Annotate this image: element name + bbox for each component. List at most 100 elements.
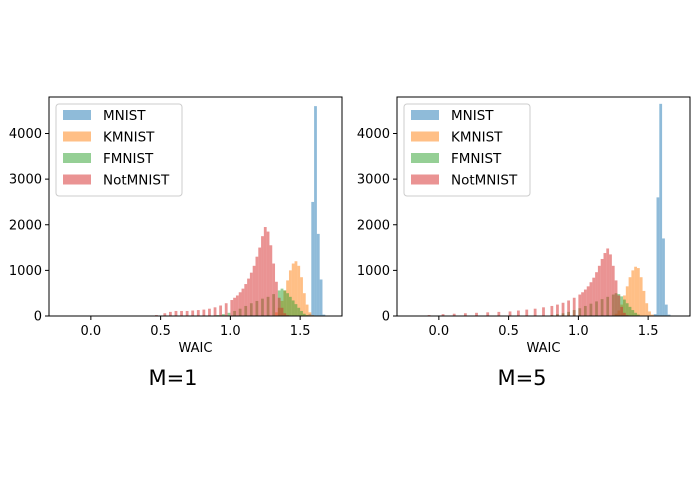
x-tick-label: 1.5 bbox=[290, 324, 311, 339]
caption-m1: M=1 bbox=[148, 366, 197, 390]
histogram-bar bbox=[634, 266, 637, 316]
histogram-bar bbox=[227, 312, 231, 316]
y-axis-ticks-m1: 0 1000 2000 3000 4000 bbox=[9, 127, 49, 325]
histogram-bar bbox=[235, 295, 239, 316]
histogram-bar bbox=[581, 292, 584, 316]
legend-swatch-fmnist bbox=[63, 153, 91, 163]
histogram-bar bbox=[572, 297, 576, 316]
histogram-bar bbox=[291, 263, 295, 316]
histogram-bar bbox=[441, 314, 445, 316]
legend-swatch-mnist bbox=[411, 110, 439, 120]
legend-label-notmnist: NotMNIST bbox=[103, 173, 170, 189]
histogram-bar bbox=[550, 305, 554, 316]
histogram-bar bbox=[659, 103, 663, 316]
histogram-bar bbox=[620, 296, 624, 316]
histogram-bar bbox=[592, 277, 596, 316]
histogram-bar bbox=[648, 311, 651, 316]
histogram-bar bbox=[208, 308, 211, 316]
legend-box bbox=[55, 103, 183, 197]
histogram-bar bbox=[634, 312, 637, 316]
histogram-bar bbox=[252, 265, 256, 316]
histogram-bar bbox=[600, 258, 604, 316]
histogram-bar bbox=[302, 293, 306, 316]
histogram-bar bbox=[625, 303, 629, 316]
legend-swatch-kmnist bbox=[63, 131, 91, 142]
histogram-bar bbox=[280, 288, 284, 317]
y-tick-label: 1000 bbox=[357, 264, 390, 279]
legend-label-kmnist: KMNIST bbox=[451, 130, 503, 146]
histogram-bar bbox=[625, 286, 629, 316]
histogram-bar bbox=[463, 313, 467, 316]
y-tick-label: 2000 bbox=[9, 218, 42, 233]
legend-label-fmnist: FMNIST bbox=[103, 151, 154, 167]
histogram-bar bbox=[196, 310, 200, 316]
histogram-bar bbox=[163, 313, 167, 316]
y-tick-label: 4000 bbox=[357, 127, 390, 142]
histogram-bar bbox=[213, 307, 217, 316]
x-tick-label: 0.0 bbox=[81, 324, 102, 339]
histogram-bar bbox=[202, 309, 206, 316]
legend-m1: MNIST KMNIST FMNIST NotMNIST bbox=[55, 103, 183, 197]
histogram-bar bbox=[300, 277, 303, 316]
legend-swatch-notmnist bbox=[411, 174, 439, 185]
histogram-bar bbox=[542, 307, 545, 316]
legend-label-fmnist: FMNIST bbox=[451, 151, 502, 167]
histogram-bar bbox=[486, 312, 490, 316]
histogram-bar bbox=[297, 307, 301, 316]
legend-swatch-mnist bbox=[63, 110, 91, 120]
histogram-bar bbox=[497, 311, 501, 316]
histogram-bar bbox=[589, 282, 593, 316]
y-tick-label: 4000 bbox=[9, 127, 42, 142]
histogram-bars-m5 bbox=[427, 103, 671, 317]
series-mnist bbox=[653, 103, 671, 317]
legend-swatch-kmnist bbox=[411, 131, 439, 142]
histogram-bar bbox=[288, 296, 292, 316]
histogram-bar bbox=[631, 310, 635, 316]
histogram-bar bbox=[311, 201, 315, 316]
histogram-bar bbox=[249, 272, 253, 316]
histogram-bar bbox=[185, 310, 189, 316]
histogram-bar bbox=[533, 308, 537, 316]
legend-label-mnist: MNIST bbox=[451, 108, 494, 124]
histogram-bar bbox=[628, 306, 632, 317]
histogram-bar bbox=[628, 277, 632, 316]
x-tick-label: 1.5 bbox=[638, 324, 659, 339]
histogram-bar bbox=[294, 261, 298, 316]
legend-label-mnist: MNIST bbox=[103, 108, 146, 124]
histogram-bar bbox=[222, 314, 225, 316]
histogram-bar bbox=[269, 245, 273, 316]
y-tick-label: 3000 bbox=[9, 173, 42, 188]
histogram-bar bbox=[656, 197, 660, 317]
histogram-bar bbox=[316, 233, 320, 317]
histogram-bar bbox=[597, 265, 601, 316]
histogram-bar bbox=[191, 310, 195, 316]
series-notmnist bbox=[427, 248, 629, 317]
histogram-bar bbox=[653, 314, 657, 316]
histogram-bar bbox=[609, 254, 612, 316]
histogram-bar bbox=[280, 307, 284, 316]
histogram-bar bbox=[603, 253, 607, 316]
histogram-bar bbox=[263, 227, 267, 316]
histogram-bar bbox=[650, 314, 654, 316]
x-axis-ticks-m5: 0.0 0.5 1.0 1.5 bbox=[429, 316, 659, 339]
histogram-bar bbox=[578, 294, 582, 316]
caption-m5: M=5 bbox=[497, 366, 546, 390]
histogram-bar bbox=[219, 305, 223, 316]
histogram-bar bbox=[623, 299, 626, 316]
histogram-bar bbox=[241, 288, 245, 317]
histogram-bar bbox=[305, 304, 309, 316]
histogram-bar bbox=[639, 277, 643, 316]
histogram-bar bbox=[272, 263, 276, 316]
histogram-bar bbox=[631, 270, 635, 317]
histogram-bar bbox=[516, 310, 520, 316]
histogram-bar bbox=[525, 309, 529, 316]
histogram-bar bbox=[475, 312, 478, 316]
histogram-bar bbox=[308, 312, 312, 316]
histogram-bar bbox=[667, 314, 671, 316]
histogram-bar bbox=[255, 256, 259, 316]
y-tick-label: 2000 bbox=[357, 218, 390, 233]
legend-label-notmnist: NotMNIST bbox=[451, 173, 518, 189]
y-tick-label: 3000 bbox=[357, 173, 390, 188]
x-axis-label-m5: WAIC bbox=[527, 341, 561, 356]
